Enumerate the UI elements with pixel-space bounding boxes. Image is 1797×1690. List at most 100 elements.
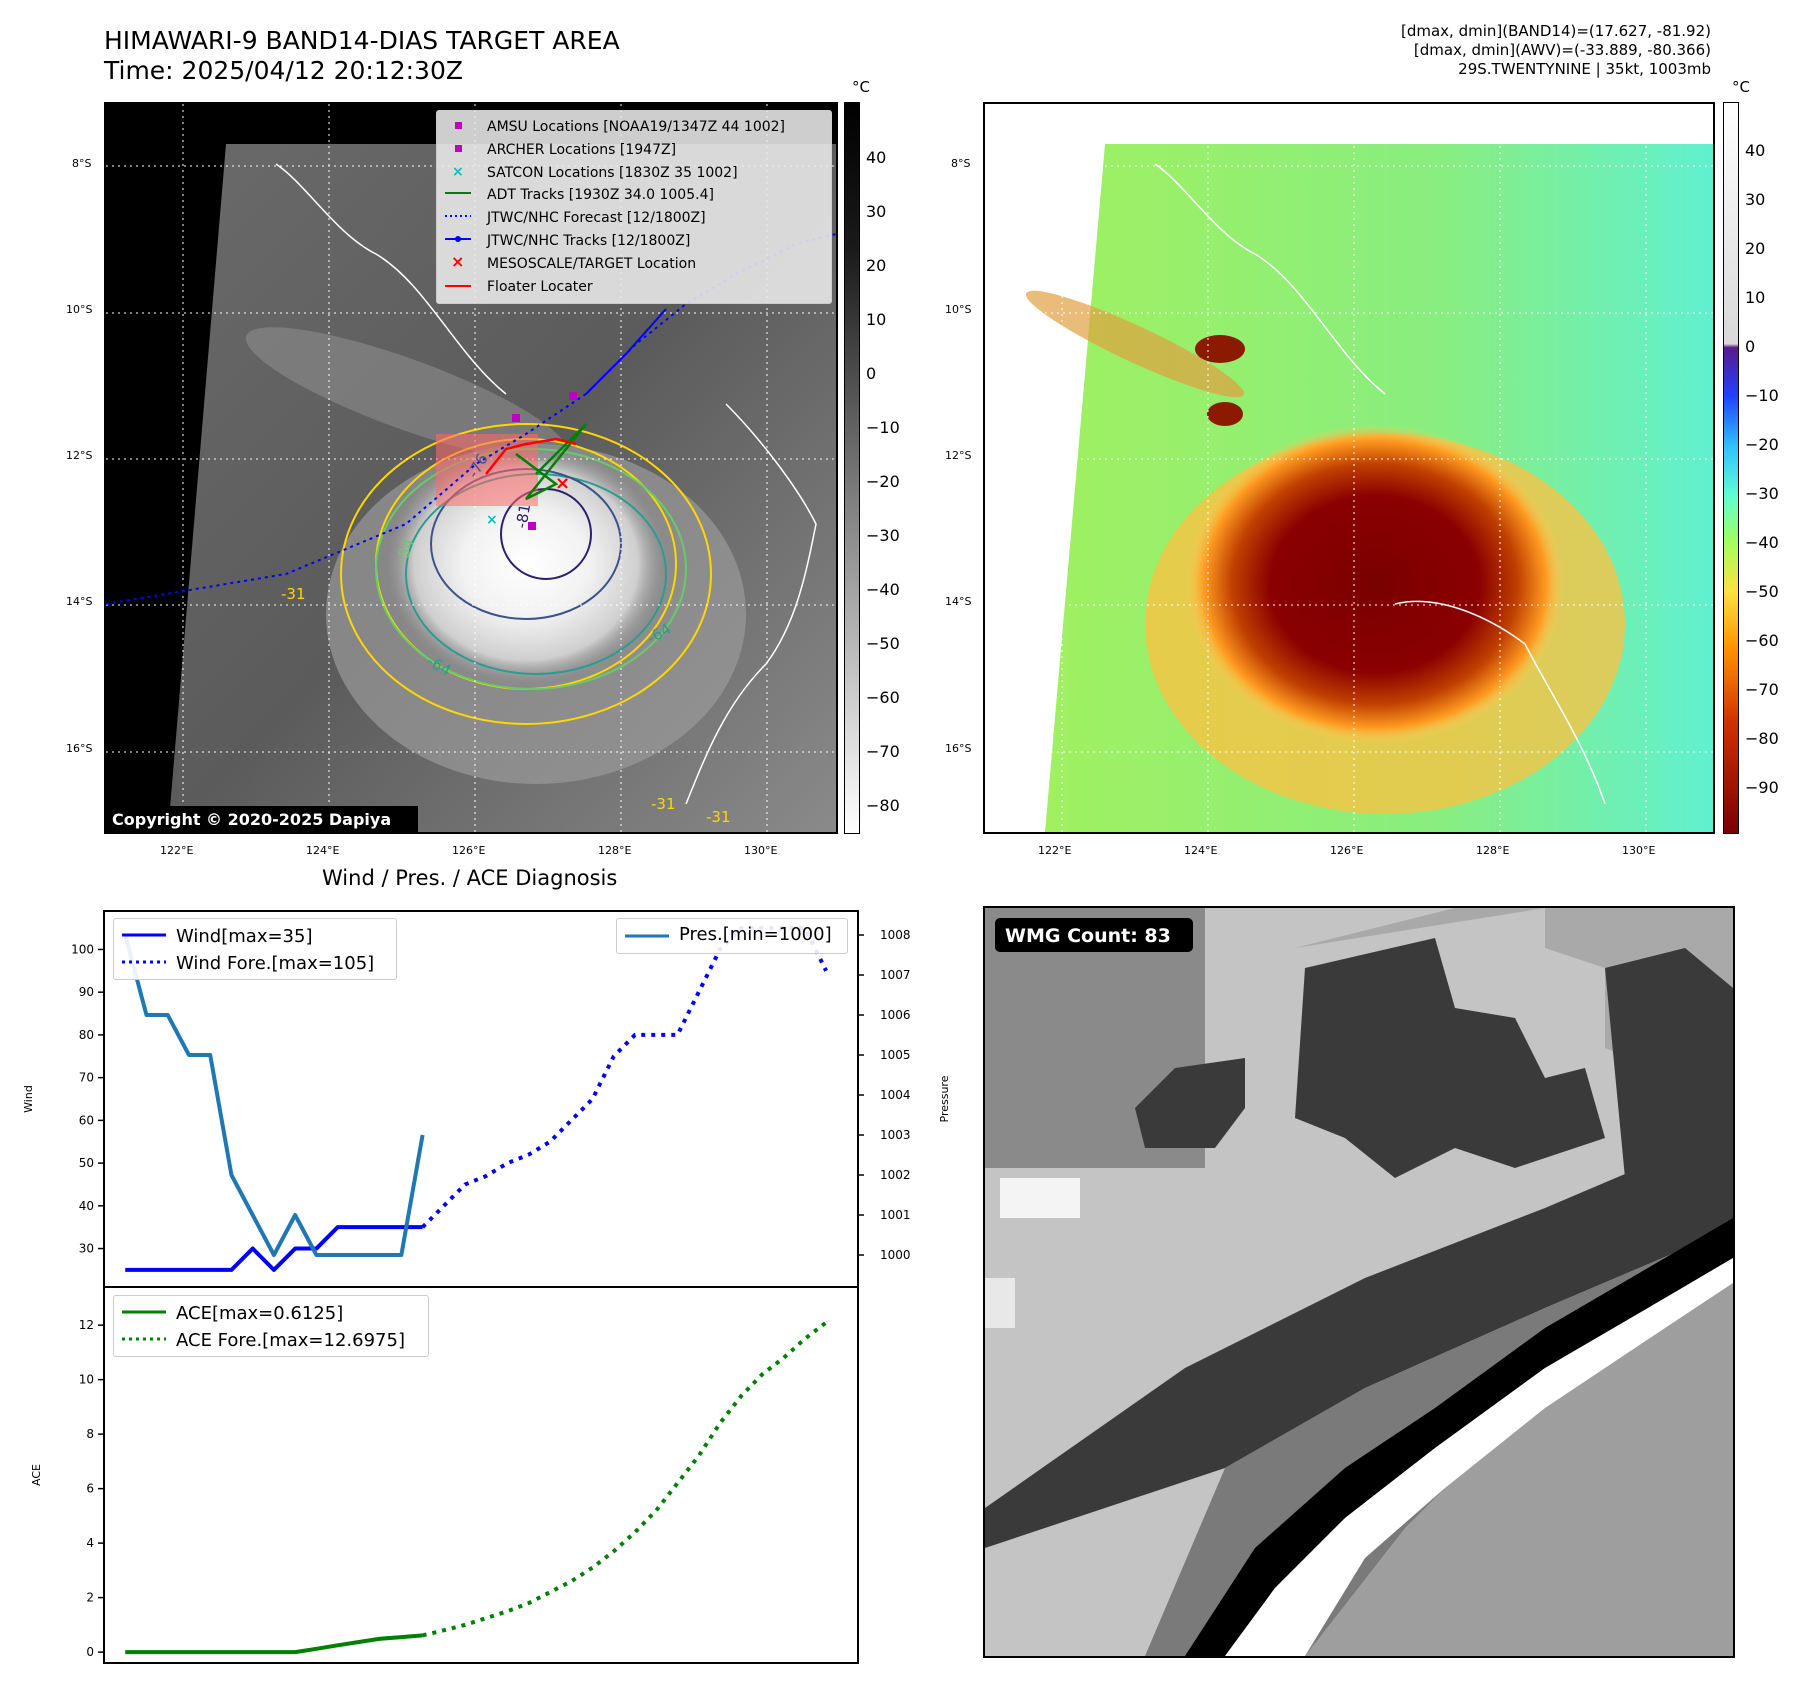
ace-ytick-label: 12 [79,1318,94,1332]
info-line-3: 29S.TWENTYNINE | 35kt, 1003mb [1458,60,1711,78]
legend-labels: AMSU Locations [NOAA19/1347Z 44 1002] AR… [487,116,785,298]
awv-lat-label-12s: 12°S [945,449,972,462]
pressure-legend: Pres.[min=1000] [616,918,848,954]
wmg-white-band [1225,1258,1733,1656]
awv-lat-label-10s: 10°S [945,303,972,316]
wmg-region-dark-3 [1605,948,1733,1178]
awv-lon-label-124e: 124°E [1184,844,1218,857]
wmg-image: WMG Count: 83 [985,908,1733,1656]
wind-ytick-label: 80 [79,1028,94,1042]
copyright-bg [106,806,418,832]
ir-cb-tick-20: 20 [866,256,887,275]
archer-marker [528,522,536,530]
lon-label-124e: 124°E [306,844,340,857]
ir-cb-tick-10: 10 [866,310,887,329]
awv-coastline-timor [1154,163,1386,395]
wind-ytick-right-label: 1003 [880,1128,911,1142]
awv-cb-tick-30: 30 [1745,190,1766,209]
lon-label-128e: 128°E [598,844,632,857]
target-marker: × [555,473,570,494]
ace-ytick-label: 4 [86,1536,94,1550]
awv-lon-label-126e: 126°E [1330,844,1364,857]
awv-cb-tick-m80: −80 [1745,729,1779,748]
ace-series-0 [125,1633,423,1655]
ir-cb-tick-m40: −40 [866,580,900,599]
wmg-region-dark-band [985,1128,1733,1548]
ir-cb-tick-30: 30 [866,202,887,221]
awv-cb-tick-40: 40 [1745,141,1766,160]
awv-cb-tick-m90: −90 [1745,778,1779,797]
wind-series-1 [421,926,828,1229]
wind-legend-labels: Wind[max=35] Wind Fore.[max=105] [176,923,374,977]
figure-title: HIMAWARI-9 BAND14-DIAS TARGET AREA Time:… [104,26,620,86]
legend-item-tracks: JTWC/NHC Tracks [12/1800Z] [487,232,691,249]
ir-cb-tick-m60: −60 [866,688,900,707]
lat-label-16s: 16°S [66,742,93,755]
coastline-australia [685,403,817,805]
wind-ylabel-right: Pressure [938,1075,951,1122]
pressure-legend-label: Pres.[min=1000] [679,924,832,945]
ace-ytick-label: 10 [79,1373,94,1387]
diagnosis-chart: 30405060708090100Wind1000100110021003100… [22,910,951,1664]
awv-cb-tick-20: 20 [1745,239,1766,258]
floater-line [485,437,577,475]
ace-ytick-label: 8 [86,1427,94,1441]
awv-lon-label-128e: 128°E [1476,844,1510,857]
info-line-1: [dmax, dmin](BAND14)=(17.627, -81.92) [1400,22,1711,40]
ir-cb-tick-m10: −10 [866,418,900,437]
wmg-region-dark-2 [1135,1058,1245,1148]
legend-track-icon [455,236,461,242]
ir-cb-tick-m30: −30 [866,526,900,545]
awv-band [1025,290,1245,398]
lat-label-10s: 10°S [66,303,93,316]
ace-legend-labels: ACE[max=0.6125] ACE Fore.[max=12.6975] [176,1300,405,1354]
wind-ytick-right-label: 1004 [880,1088,911,1102]
legend-item-adt: ADT Tracks [1930Z 34.0 1005.4] [487,187,714,204]
wind-ytick-label: 90 [79,985,94,999]
wind-series-0 [125,1225,423,1272]
satcon-marker: × [486,512,498,528]
wmg-white-patch [1000,1178,1080,1218]
legend-satcon-icon: × [452,164,464,180]
ir-cb-tick-m80: −80 [866,796,900,815]
legend-target-icon: × [451,252,464,271]
awv-lat-label-14s: 14°S [945,595,972,608]
wmg-white-patch-2 [985,1278,1015,1328]
contour-label-31c: -31 [706,808,731,826]
ace-legend-label: ACE[max=0.6125] [176,1303,344,1324]
wind-series-2 [123,934,425,1257]
lon-label-122e: 122°E [160,844,194,857]
awv-cb-tick-m40: −40 [1745,533,1779,552]
info-line-2: [dmax, dmin](AWV)=(-33.889, -80.366) [1413,41,1711,59]
ir-cb-tick-0: 0 [866,364,877,383]
awv-cb-tick-0: 0 [1745,337,1756,356]
wmg-black-band [1185,1218,1733,1656]
wind-ytick-right-label: 1005 [880,1048,911,1062]
coastline-timor [275,163,507,395]
ir-cb-tick-m70: −70 [866,742,900,761]
wind-legend-label: Wind[max=35] [176,926,313,947]
contour-label-31a: -31 [281,585,306,603]
wind-ylabel: Wind [22,1085,35,1113]
lat-label-14s: 14°S [66,595,93,608]
awv-cb-tick-m70: −70 [1745,680,1779,699]
ace-ytick-label: 2 [86,1591,94,1605]
ace-legend-symbols [122,1310,166,1341]
contour-yellow-outer [340,423,712,725]
awv-colorbar-unit: °C [1732,78,1750,96]
wind-fore-legend-label: Wind Fore.[max=105] [176,953,375,974]
legend-item-target: MESOSCALE/TARGET Location [487,255,697,272]
awv-cb-tick-m30: −30 [1745,484,1779,503]
wmg-count-label: WMG Count: 83 [1005,925,1171,947]
awv-cell-1 [1195,335,1245,363]
wmg-label-bg [995,918,1193,952]
awv-cb-tick-m20: −20 [1745,435,1779,454]
wind-legend-symbols [122,933,166,964]
lat-label-8s: 8°S [72,157,92,170]
wind-ytick-label: 40 [79,1199,94,1213]
wind-legend: Wind[max=35] Wind Fore.[max=105] [113,918,397,980]
ace-fore-legend-label: ACE Fore.[max=12.6975] [176,1330,405,1351]
awv-cb-tick-m10: −10 [1745,386,1779,405]
wind-ytick-label: 100 [71,942,94,956]
ir-map-image: × × -81 -76 -64 -54 -31 -31 -31 -64 Copy… [106,104,836,832]
